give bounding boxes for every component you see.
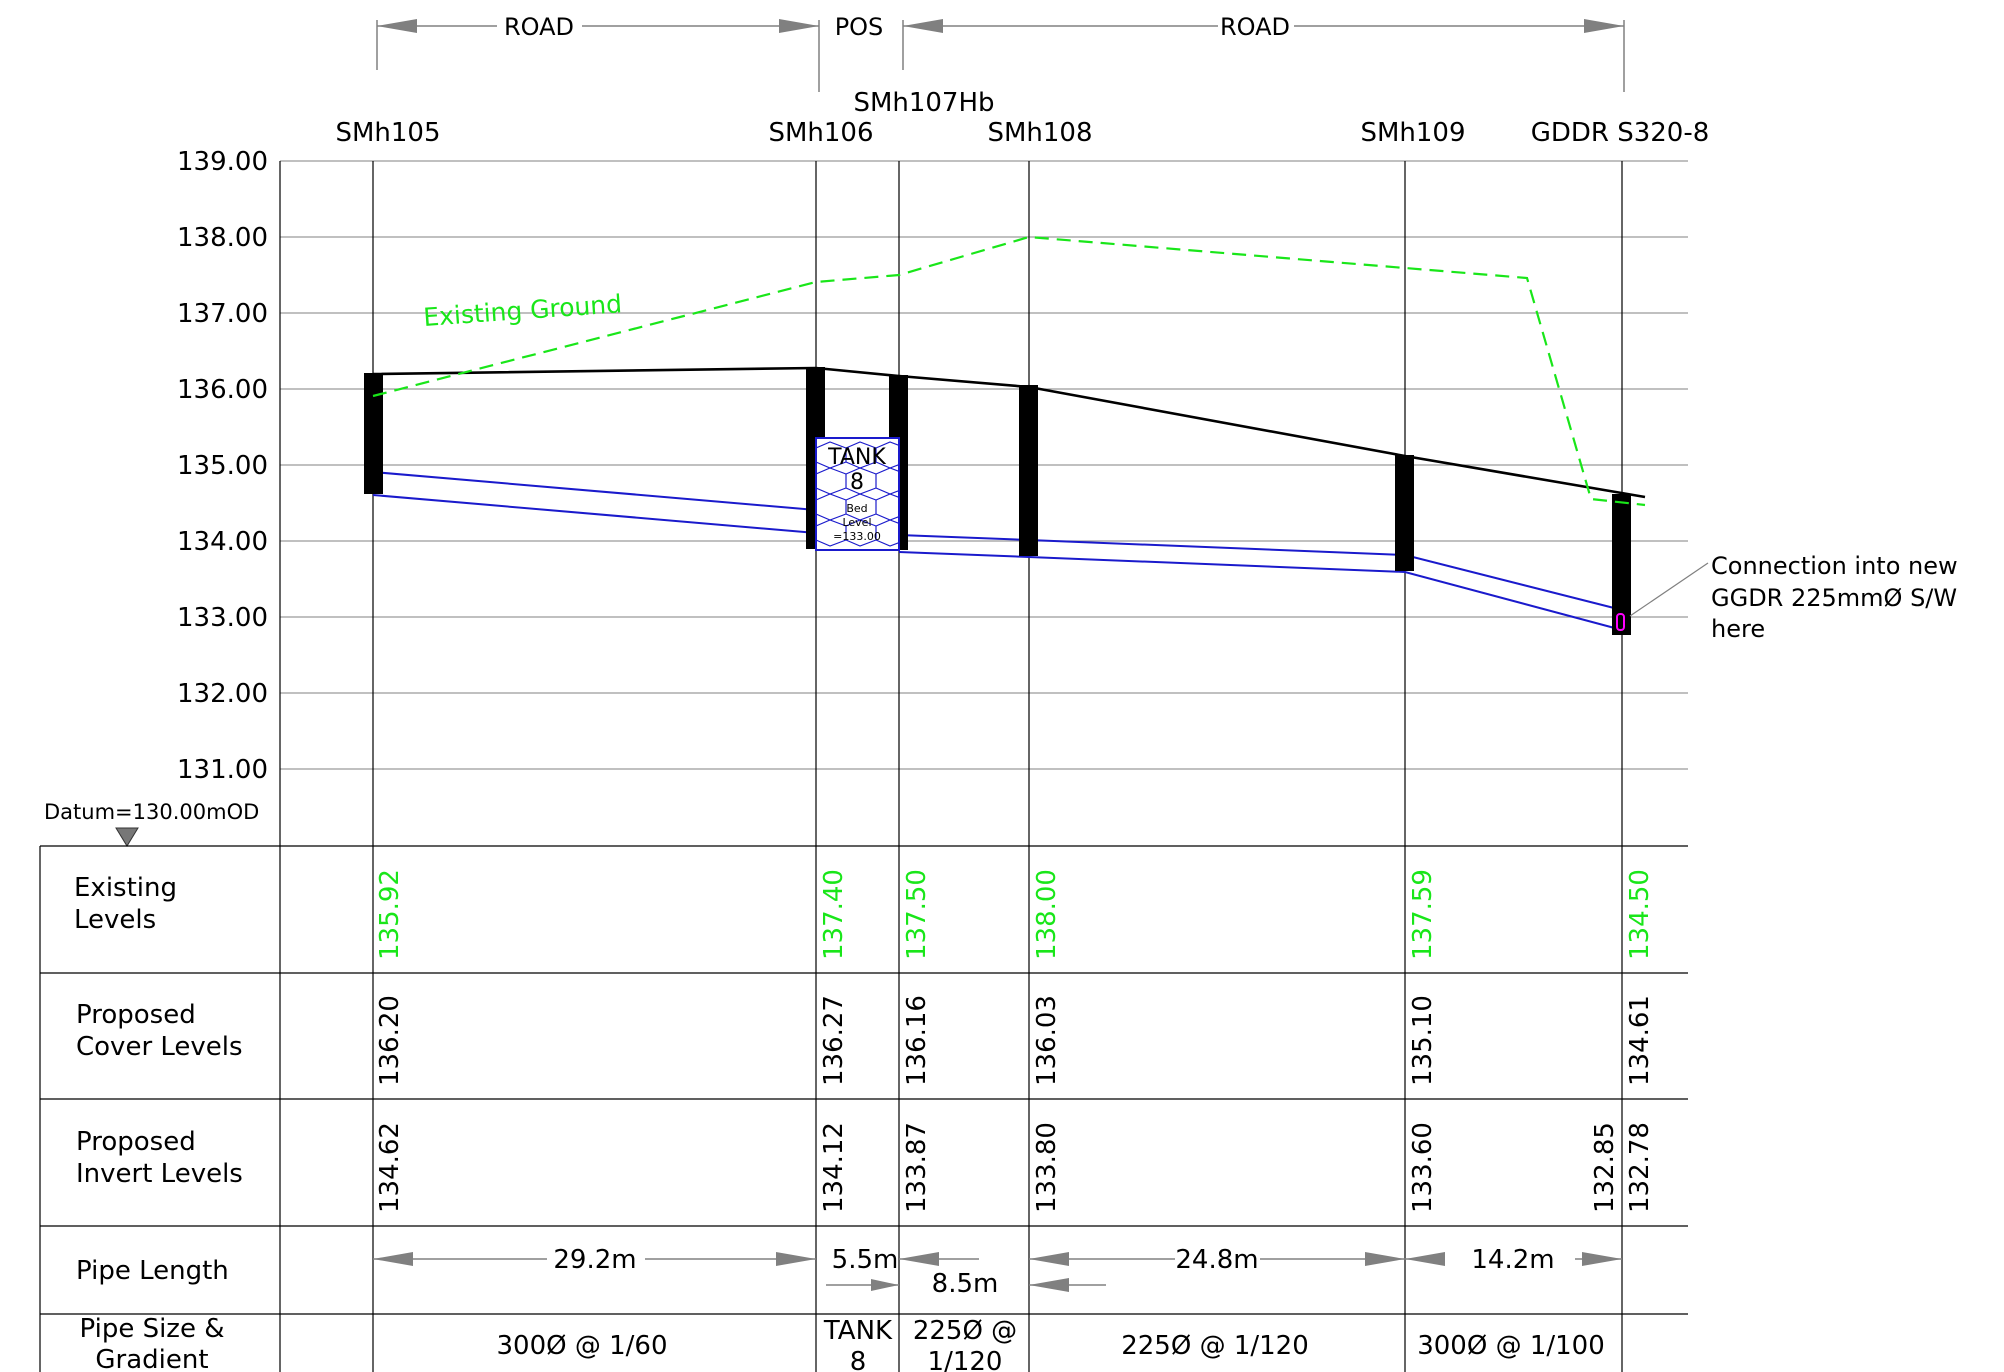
pipe-length-value: 8.5m: [932, 1269, 999, 1299]
pipe-size-value: TANK: [823, 1316, 893, 1346]
y-tick-label: 134.00: [177, 527, 268, 557]
row-label-invert: Invert Levels: [76, 1159, 243, 1189]
connection-note-line: GGDR 225mmØ S/W: [1711, 584, 1957, 612]
tank-title: TANK: [827, 445, 886, 470]
cover-level-line: [372, 366, 1646, 499]
manhole-chambers: [364, 367, 1631, 635]
row-label-cover: Cover Levels: [76, 1032, 243, 1062]
arrow-head: [377, 19, 417, 33]
pipe-size-value: 1/120: [928, 1347, 1003, 1372]
connection-note-line: here: [1711, 615, 1765, 643]
tank-number: 8: [850, 470, 864, 495]
gridlines: [280, 160, 1688, 770]
data-table: [39, 845, 1688, 1372]
row-label-size: Gradient: [95, 1345, 208, 1372]
pipe-size-value: 225Ø @ 1/120: [1121, 1331, 1309, 1361]
pipe-length-dimensions: [373, 1252, 1622, 1292]
y-tick-label: 135.00: [177, 451, 268, 481]
invert-level-value: 132.78: [1625, 1122, 1655, 1213]
pipe-size-value: 8: [850, 1347, 867, 1372]
arrow-head: [899, 1252, 939, 1266]
connection-note-line: Connection into new: [1711, 552, 1958, 580]
pipe-size-value: 300Ø @ 1/60: [496, 1331, 667, 1361]
cover-level-value: 136.27: [819, 995, 849, 1086]
manhole-chamber: [1019, 385, 1038, 556]
cover-level-value: 136.16: [902, 995, 932, 1086]
row-label-length: Pipe Length: [76, 1256, 229, 1286]
arrow-head: [1405, 1252, 1445, 1266]
pipe-length-value: 14.2m: [1471, 1245, 1554, 1275]
invert-level-value: 133.80: [1032, 1122, 1062, 1213]
arrow-head: [871, 1279, 899, 1291]
existing-level-value: 135.92: [375, 869, 405, 960]
section-road-right: ROAD: [1220, 13, 1290, 41]
connection-marker: [1616, 613, 1625, 631]
manhole-label: SMh106: [768, 118, 873, 148]
tank-bed-label: Bed: [846, 502, 867, 515]
arrow-head: [779, 19, 819, 33]
existing-level-value: 137.50: [902, 869, 932, 960]
pipe-size-value: 225Ø @: [913, 1316, 1017, 1346]
y-tick-label: 132.00: [177, 679, 268, 709]
arrow-head: [903, 19, 943, 33]
row-label-cover: Proposed: [76, 1000, 196, 1030]
row-label-existing: Existing: [74, 873, 177, 903]
pipe-length-value: 29.2m: [553, 1245, 636, 1275]
arrow-head: [776, 1252, 816, 1266]
row-label-size: Pipe Size &: [79, 1314, 224, 1344]
existing-level-value: 134.50: [1625, 869, 1655, 960]
pipe-size-value: 300Ø @ 1/100: [1417, 1331, 1605, 1361]
y-tick-label: 137.00: [177, 299, 268, 329]
manhole-chamber: [1395, 455, 1414, 571]
manhole-label: GDDR S320-8: [1531, 118, 1710, 148]
section-headers: [376, 19, 1625, 92]
section-road-left: ROAD: [504, 13, 574, 41]
invert-level-value: 134.62: [375, 1122, 405, 1213]
existing-ground-line: [372, 235, 1646, 507]
cover-level-value: 136.03: [1032, 995, 1062, 1086]
arrow-head: [1029, 1278, 1069, 1292]
arrow-head: [1365, 1252, 1405, 1266]
arrow-head: [1582, 1252, 1622, 1266]
cover-level-value: 135.10: [1408, 995, 1438, 1086]
connection-leader: [1629, 562, 1709, 617]
existing-ground-label: Existing Ground: [422, 289, 622, 332]
manhole-label: SMh107Hb: [853, 88, 994, 118]
arrow-head: [1584, 19, 1624, 33]
manhole-label: SMh109: [1360, 118, 1465, 148]
invert-level-value: 132.85: [1590, 1122, 1620, 1213]
pipe-length-value: 24.8m: [1175, 1245, 1258, 1275]
existing-level-value: 138.00: [1032, 869, 1062, 960]
tank-8: TANK 8 Bed Level =133.00: [815, 437, 900, 551]
manhole-chamber: [364, 373, 383, 494]
cover-level-value: 134.61: [1625, 995, 1655, 1086]
tank-bed-level: =133.00: [833, 530, 881, 543]
cover-level-value: 136.20: [375, 995, 405, 1086]
invert-level-value: 133.60: [1408, 1122, 1438, 1213]
y-tick-label: 138.00: [177, 223, 268, 253]
row-label-invert: Proposed: [76, 1127, 196, 1157]
invert-level-value: 134.12: [819, 1122, 849, 1213]
arrow-head: [1029, 1252, 1069, 1266]
manhole-label: SMh105: [335, 118, 440, 148]
manhole-label: SMh108: [987, 118, 1092, 148]
datum-marker: [115, 827, 139, 847]
section-pos: POS: [835, 13, 884, 41]
y-tick-label: 136.00: [177, 375, 268, 405]
datum-label: Datum=130.00mOD: [44, 800, 259, 824]
existing-level-value: 137.40: [819, 869, 849, 960]
pipe-profile: [372, 471, 1623, 631]
manhole-chamber: [1612, 494, 1631, 635]
arrow-head: [373, 1252, 413, 1266]
y-tick-label: 131.00: [177, 755, 268, 785]
row-label-existing: Levels: [74, 905, 156, 935]
chainage-lines: [372, 161, 1623, 1372]
y-tick-label: 133.00: [177, 603, 268, 633]
existing-level-value: 137.59: [1408, 869, 1438, 960]
y-tick-label: 139.00: [177, 147, 268, 177]
tank-bed-label: Level: [842, 516, 871, 529]
invert-level-value: 133.87: [902, 1122, 932, 1213]
pipe-length-value: 5.5m: [832, 1245, 899, 1275]
